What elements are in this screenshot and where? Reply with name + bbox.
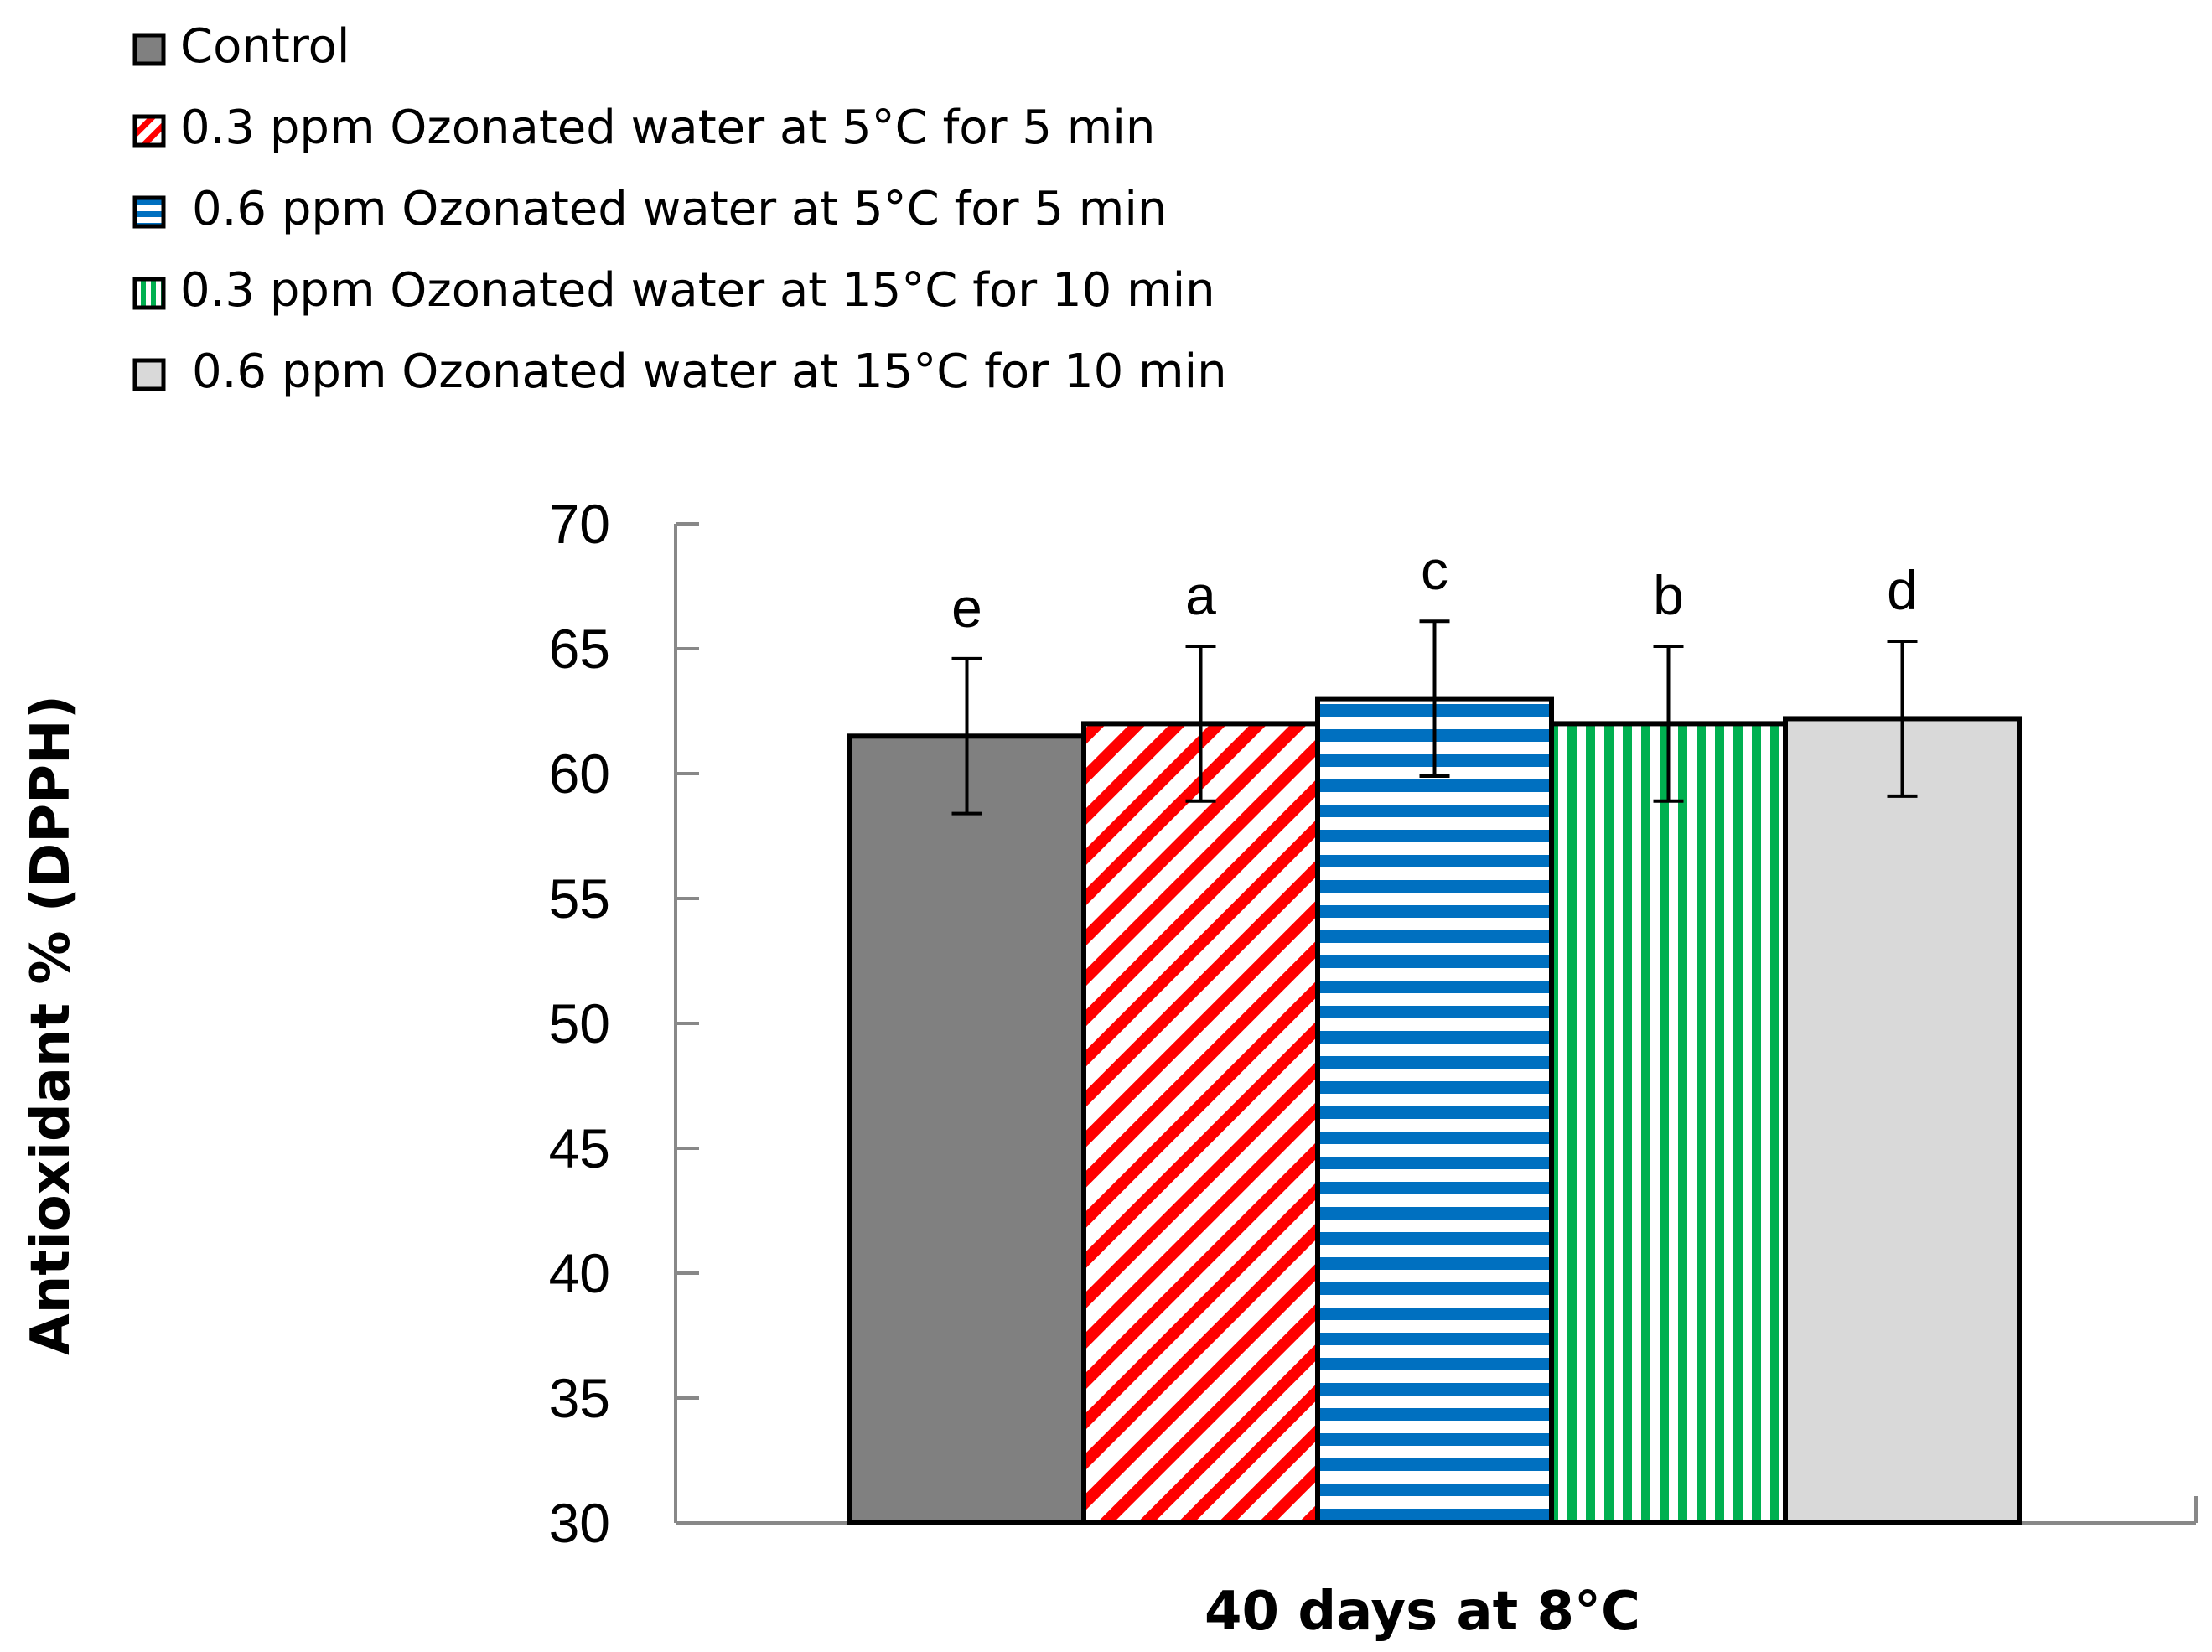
bar-2 <box>1081 721 1320 1525</box>
legend-label-5: 0.6 ppm Ozonated water at 15°C for 10 mi… <box>192 344 1227 399</box>
y-tick-label: 30 <box>549 1492 610 1554</box>
y-tick-label: 60 <box>549 743 610 805</box>
significance-letter-5: d <box>1887 559 1918 621</box>
legend-label-3: 0.6 ppm Ozonated water at 5°C for 5 min <box>192 182 1167 236</box>
significance-letter-3: c <box>1421 539 1448 601</box>
bar-3 <box>1315 696 1554 1525</box>
legend-swatch-4 <box>132 277 166 310</box>
x-axis-title: 40 days at 8°C <box>1204 1581 1640 1643</box>
significance-letter-4: b <box>1653 564 1684 626</box>
legend-swatch-3 <box>132 195 166 229</box>
y-tick-label: 40 <box>549 1242 610 1304</box>
legend-swatch-2 <box>132 114 166 148</box>
y-tick-label: 50 <box>549 992 610 1054</box>
legend-label-1: Control <box>180 19 350 74</box>
y-tick-label: 35 <box>549 1367 610 1429</box>
y-tick-label: 70 <box>549 493 610 555</box>
y-tick-label: 45 <box>549 1117 610 1179</box>
y-tick-label: 65 <box>549 618 610 680</box>
legend-swatch-5 <box>132 358 166 391</box>
y-tick-label: 55 <box>549 867 610 930</box>
bar-1 <box>847 733 1086 1525</box>
bar-5 <box>1783 716 2022 1525</box>
legend-label-4: 0.3 ppm Ozonated water at 15°C for 10 mi… <box>180 263 1215 318</box>
significance-letter-1: e <box>951 577 982 639</box>
bar-4 <box>1549 721 1788 1525</box>
significance-letter-2: a <box>1185 564 1216 626</box>
y-axis-title: Antioxidant % (DPPH) <box>20 695 82 1355</box>
legend-swatch-1 <box>132 33 166 66</box>
legend-label-2: 0.3 ppm Ozonated water at 5°C for 5 min <box>180 101 1155 155</box>
y-ticks: 30 35 40 45 50 55 60 65 70 <box>549 493 699 1554</box>
legend: Control 0.3 ppm Ozonated water at 5°C for… <box>132 19 1227 399</box>
